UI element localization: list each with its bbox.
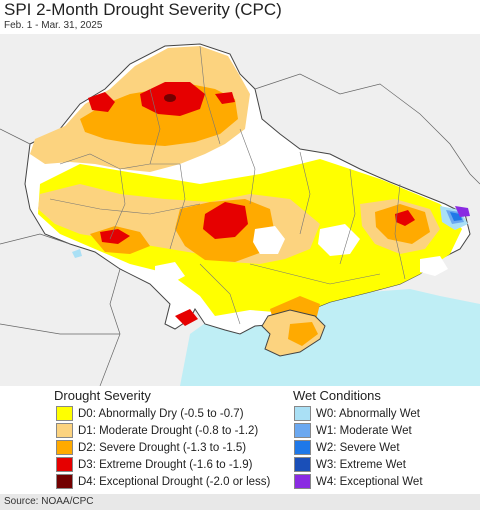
w4-zone [455, 206, 470, 217]
legend-item-d0: D0: Abnormally Dry (-0.5 to -0.7) [56, 406, 244, 421]
legend-label-d4: D4: Exceptional Drought (-2.0 or less) [78, 475, 271, 488]
legend-item-d4: D4: Exceptional Drought (-2.0 or less) [56, 474, 270, 489]
source-bar: Source: NOAA/CPC [0, 494, 480, 510]
swatch-d3 [56, 457, 73, 472]
date-range: Feb. 1 - Mar. 31, 2025 [4, 20, 103, 31]
swatch-w0 [294, 406, 311, 421]
map-title: SPI 2-Month Drought Severity (CPC) [4, 0, 282, 19]
d2-zone [80, 84, 430, 334]
legend-item-d1: D1: Moderate Drought (-0.8 to -1.2) [56, 423, 258, 438]
swatch-d2 [56, 440, 73, 455]
legend-label-d2: D2: Severe Drought (-1.3 to -1.5) [78, 441, 247, 454]
drought-legend-heading: Drought Severity [54, 388, 151, 403]
map-canvas [0, 34, 480, 386]
drought-map [0, 34, 480, 386]
legend-item-w4: W4: Exceptional Wet [294, 474, 423, 489]
w0-zone-west [72, 249, 82, 258]
swatch-d1 [56, 423, 73, 438]
legend-label-w1: W1: Moderate Wet [316, 424, 412, 437]
swatch-w4 [294, 474, 311, 489]
swatch-w3 [294, 457, 311, 472]
legend-item-w3: W3: Extreme Wet [294, 457, 406, 472]
d4-zone [164, 94, 176, 102]
oblast-boundaries [49, 45, 406, 325]
wet-legend-heading: Wet Conditions [293, 388, 381, 403]
swatch-w2 [294, 440, 311, 455]
legend-label-w3: W3: Extreme Wet [316, 458, 406, 471]
legend-label-d1: D1: Moderate Drought (-0.8 to -1.2) [78, 424, 259, 437]
legend-item-d3: D3: Extreme Drought (-1.6 to -1.9) [56, 457, 252, 472]
crimea-d2 [288, 322, 318, 346]
legend-label-w0: W0: Abnormally Wet [316, 407, 420, 420]
legend-item-w2: W2: Severe Wet [294, 440, 400, 455]
swatch-w1 [294, 423, 311, 438]
swatch-d0 [56, 406, 73, 421]
legend-label-w4: W4: Exceptional Wet [316, 475, 423, 488]
legend-label-d3: D3: Extreme Drought (-1.6 to -1.9) [78, 458, 253, 471]
legend-item-w0: W0: Abnormally Wet [294, 406, 420, 421]
legend-label-d0: D0: Abnormally Dry (-0.5 to -0.7) [78, 407, 244, 420]
swatch-d4 [56, 474, 73, 489]
legend-label-w2: W2: Severe Wet [316, 441, 400, 454]
source-credit: Source: NOAA/CPC [4, 496, 94, 507]
legend-item-w1: W1: Moderate Wet [294, 423, 412, 438]
legend-item-d2: D2: Severe Drought (-1.3 to -1.5) [56, 440, 246, 455]
country-borders [0, 73, 480, 386]
legend: Drought Severity Wet Conditions D0: Abno… [0, 386, 480, 494]
